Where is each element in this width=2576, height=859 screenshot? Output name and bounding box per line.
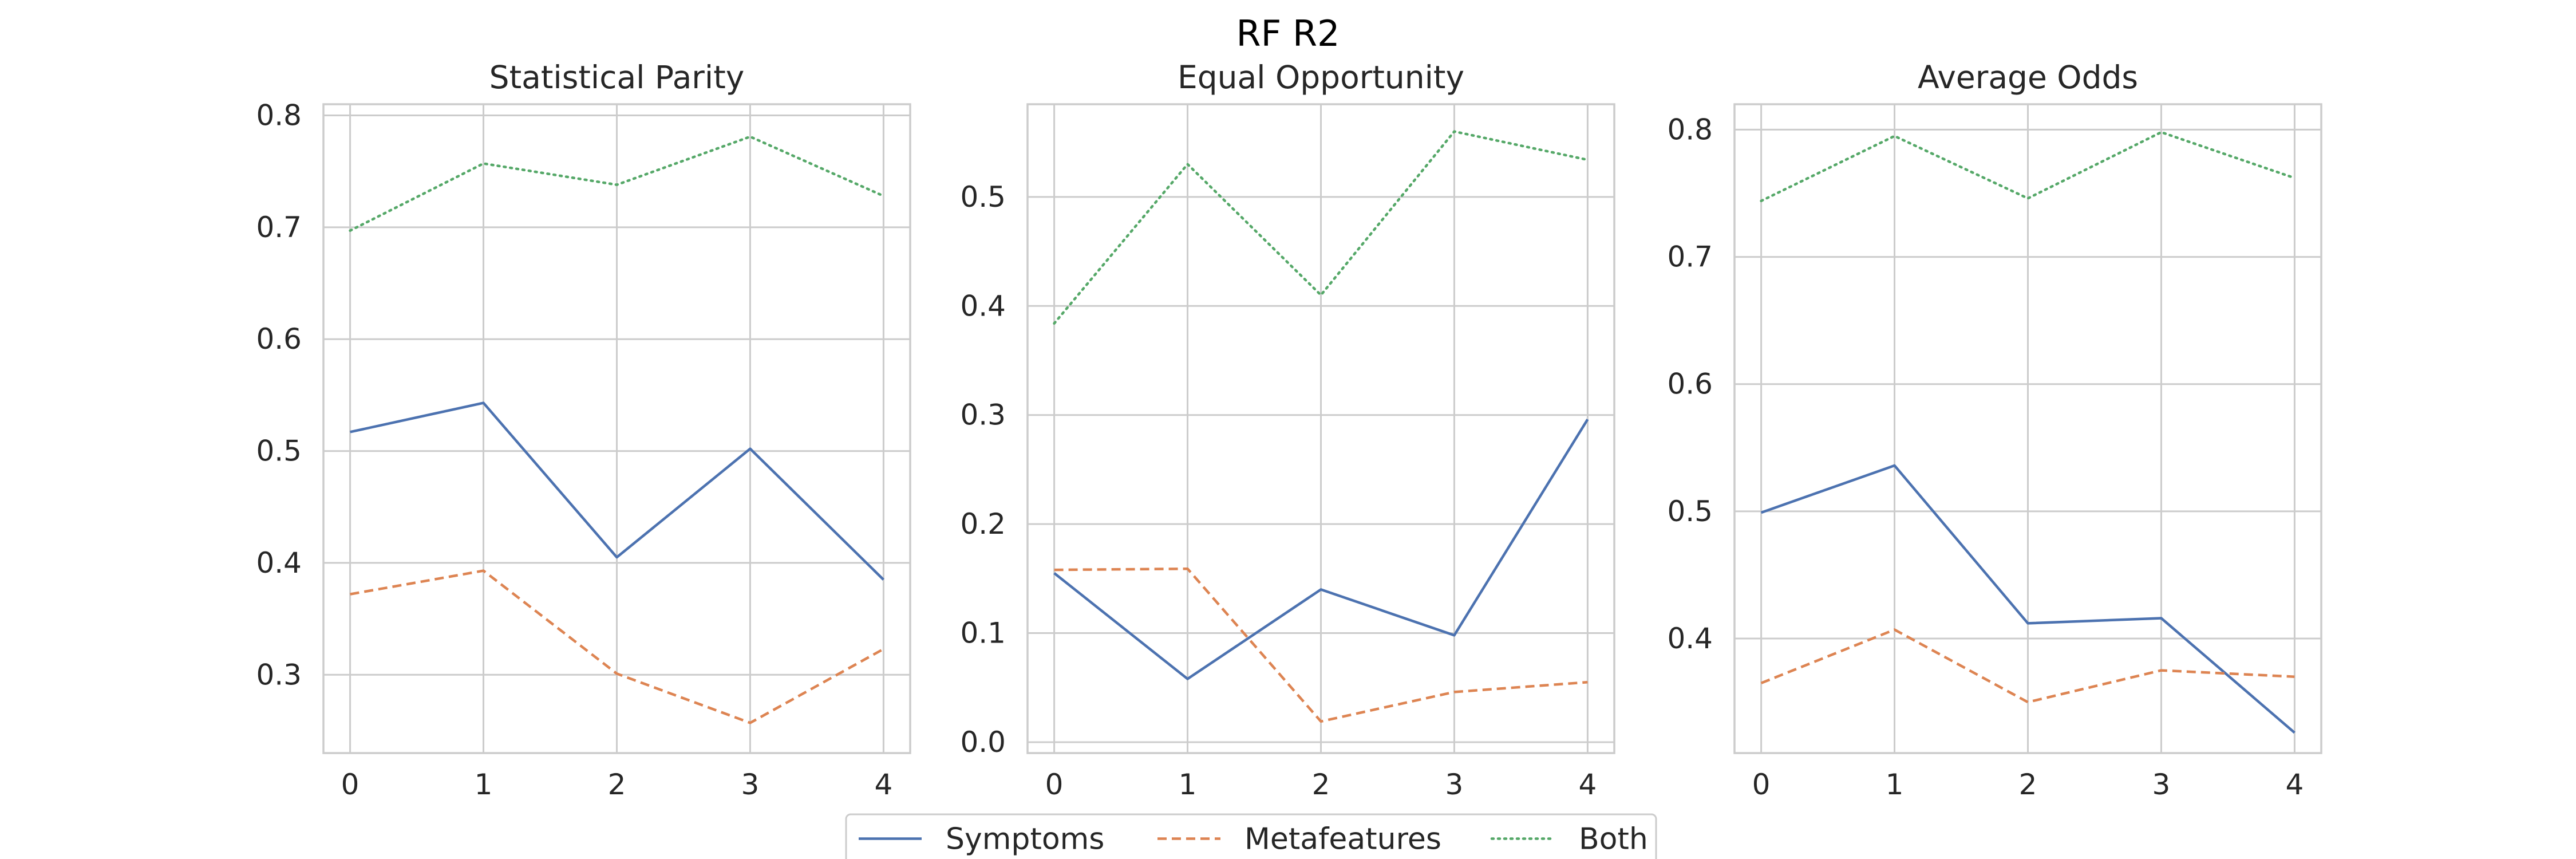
y-tick-label: 0.7	[1667, 241, 1713, 274]
y-tick-label: 0.1	[960, 617, 1006, 650]
y-tick-label: 0.6	[256, 322, 302, 356]
y-tick-label: 0.4	[256, 546, 302, 580]
panel-average-odds: 0 1 2 3 4 0.4 0.5 0.6 0.7 0.8 Average Odds	[1667, 59, 2322, 801]
panel-title: Average Odds	[1918, 59, 2138, 96]
y-tick-label: 0.3	[960, 399, 1006, 432]
plot-frame	[1026, 103, 1615, 754]
y-tick-label: 0.3	[256, 658, 302, 691]
x-tick-label: 3	[2152, 768, 2171, 801]
x-tick-label: 3	[741, 768, 760, 801]
y-tick-label: 0.8	[256, 99, 302, 132]
x-tick-label: 1	[1179, 768, 1197, 801]
legend-label-metafeatures: Metafeatures	[1244, 822, 1441, 857]
y-tick-label: 0.8	[1667, 113, 1713, 146]
y-tick-label: 0.5	[256, 435, 302, 468]
x-tick-label: 2	[608, 768, 626, 801]
series-line-both	[1760, 131, 2296, 203]
y-tick-label: 0.5	[960, 180, 1006, 214]
legend-box	[845, 813, 1657, 859]
legend-label-both: Both	[1579, 822, 1648, 857]
figure-title: RF R2	[1236, 13, 1340, 54]
y-tick-label: 0.4	[1667, 622, 1713, 655]
panel-title: Equal Opportunity	[1178, 59, 1464, 96]
series-line-both	[349, 135, 885, 232]
y-tick-label: 0.7	[256, 211, 302, 244]
x-tick-label: 1	[1886, 768, 1904, 801]
x-tick-label: 4	[1579, 768, 1597, 801]
x-tick-label: 2	[1312, 768, 1330, 801]
x-tick-label: 0	[1045, 768, 1064, 801]
series-line-metafeatures	[1760, 628, 2295, 704]
panel-equal-opportunity: 0 1 2 3 4 0.0 0.1 0.2 0.3 0.4 0.5 Equal Opportunity	[960, 59, 1615, 801]
y-tick-label: 0.6	[1667, 368, 1713, 401]
series-line-metafeatures	[350, 569, 884, 724]
x-tick-label: 3	[1445, 768, 1464, 801]
panel-statistical-parity: 0 1 2 3 4 0.3 0.4 0.5 0.6 0.7 0.8 Statistical Parit…	[256, 59, 911, 801]
x-tick-label: 1	[475, 768, 493, 801]
x-tick-label: 0	[341, 768, 359, 801]
panels: 0 1 2 3 4 0.3 0.4 0.5 0.6 0.7 0.8 Statistical Parit…	[256, 59, 2322, 801]
panel-title: Statistical Parity	[489, 59, 745, 96]
y-tick-label: 0.2	[960, 507, 1006, 541]
plot-frame	[1733, 103, 2322, 754]
legend: Symptoms Metafeatures Both	[845, 813, 1657, 859]
x-tick-label: 4	[875, 768, 893, 801]
series-line-symptoms	[1053, 419, 1589, 680]
series-line-metafeatures	[1054, 567, 1588, 723]
x-tick-label: 4	[2286, 768, 2304, 801]
x-tick-label: 2	[2019, 768, 2037, 801]
y-tick-label: 0.4	[960, 289, 1006, 322]
plot-frame	[322, 103, 911, 754]
series-line-symptoms	[1760, 464, 2296, 734]
series-line-symptoms	[350, 401, 884, 581]
y-tick-label: 0.5	[1667, 495, 1713, 528]
x-tick-label: 0	[1752, 768, 1771, 801]
legend-label-symptoms: Symptoms	[946, 822, 1104, 857]
y-tick-label: 0.0	[960, 726, 1006, 759]
series-line-both	[1053, 130, 1589, 325]
